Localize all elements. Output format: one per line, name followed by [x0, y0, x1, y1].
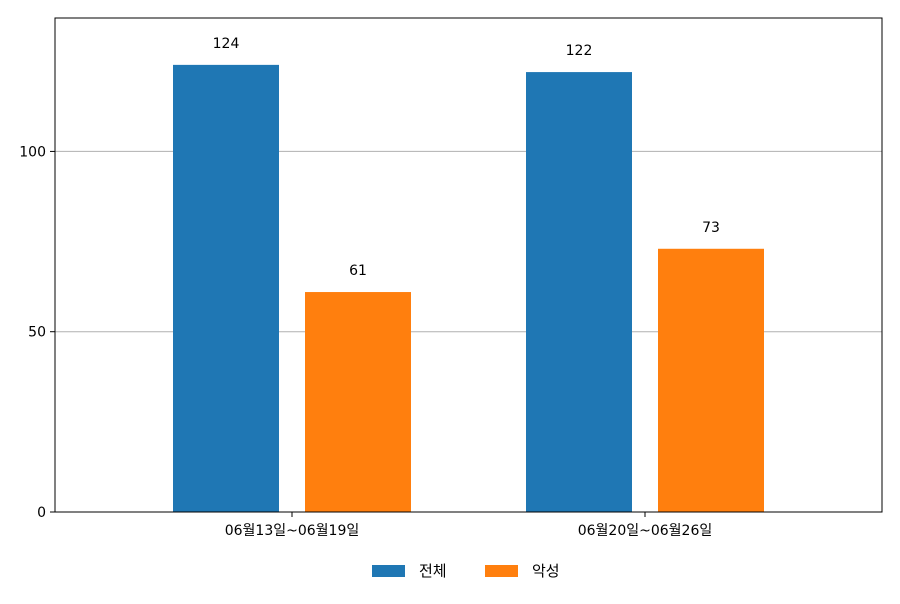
data-label: 124: [213, 36, 240, 52]
y-tick-label: 100: [19, 144, 46, 160]
x-tick-label: 06월13일~06월19일: [225, 523, 360, 539]
bar: [305, 292, 411, 512]
data-label: 73: [702, 220, 720, 236]
legend: 전체 악성: [372, 562, 560, 580]
legend-swatch: [372, 565, 405, 577]
bar: [526, 72, 632, 513]
bar: [173, 64, 279, 512]
axes: 0 50 100 06월13일~06월19일 06월20일~06월26일: [19, 144, 712, 539]
legend-label: 전체: [419, 562, 447, 580]
data-label: 122: [566, 43, 593, 59]
legend-swatch: [485, 565, 518, 577]
y-tick-label: 0: [37, 505, 46, 521]
bar: [658, 248, 764, 512]
legend-label: 악성: [532, 562, 560, 580]
plot-frame: [54, 17, 883, 513]
x-tick-label: 06월20일~06월26일: [578, 523, 713, 539]
data-label: 61: [349, 263, 367, 279]
data-labels: 124 61 122 73: [213, 36, 720, 279]
bars: [173, 64, 764, 513]
y-tick-label: 50: [28, 325, 46, 341]
